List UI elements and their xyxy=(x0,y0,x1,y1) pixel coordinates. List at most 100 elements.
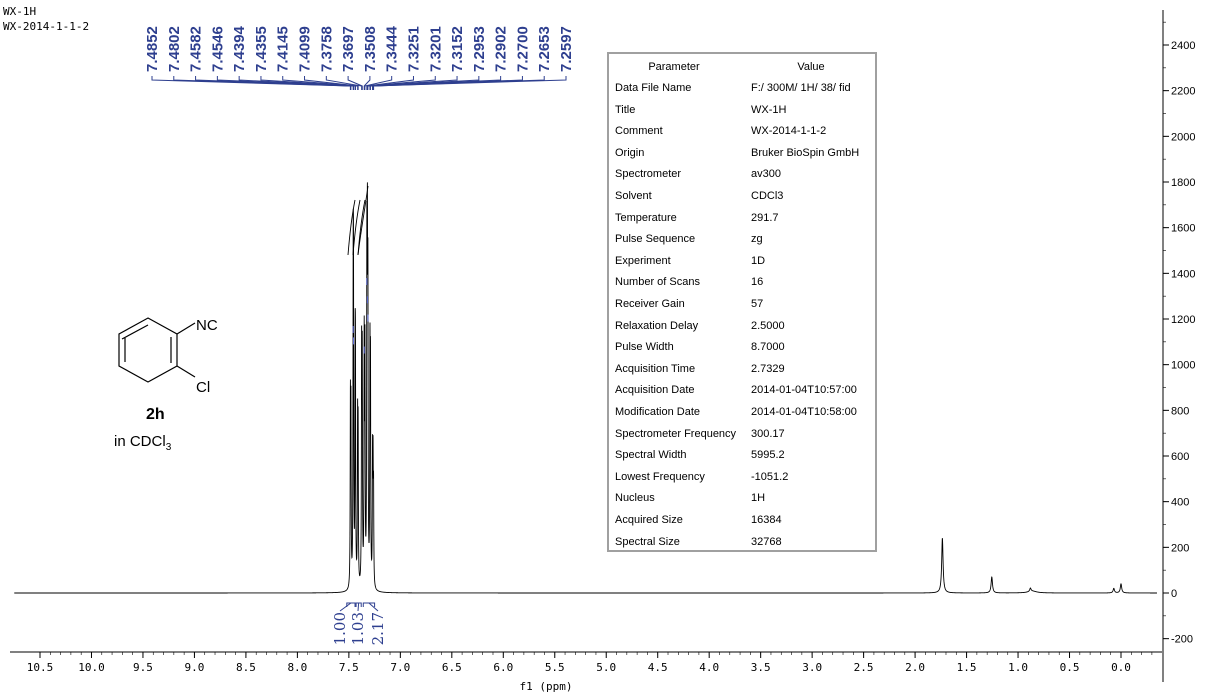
parameter-value: 5995.2 xyxy=(751,449,785,462)
parameter-row: Spectral Size 32768 xyxy=(609,532,875,553)
peak-connector xyxy=(369,76,480,90)
y-tick-label: 600 xyxy=(1171,451,1189,463)
y-tick-label: 2400 xyxy=(1171,40,1195,52)
peak-label: 7.4802 xyxy=(166,26,183,72)
x-tick-label: 4.0 xyxy=(699,661,719,674)
parameter-key: Relaxation Delay xyxy=(615,319,699,332)
parameter-row: Pulse Width 8.7000 xyxy=(609,337,875,358)
axes-group: 10.5 10.0 9.5 9.0 8.5 8.0 7.5 7.0 6.5 6.0 5.5 5.0 4.… xyxy=(10,10,1195,682)
y-tick-label: 2200 xyxy=(1171,86,1195,98)
peak-connector xyxy=(347,76,363,90)
parameter-row: Acquisition Time 2.7329 xyxy=(609,359,875,380)
cl-label: Cl xyxy=(196,379,210,396)
isocyanide-bond xyxy=(176,322,196,335)
peak-label: 7.4852 xyxy=(144,26,161,72)
parameter-key: Data File Name xyxy=(615,82,692,94)
parameter-value: 57 xyxy=(751,298,764,310)
spectrum-group xyxy=(14,182,1157,594)
peak-label: 7.4546 xyxy=(209,26,226,72)
y-tick-label: 1600 xyxy=(1171,223,1195,235)
x-axis-label: f1 (ppm) xyxy=(520,680,573,693)
parameter-key: Title xyxy=(615,103,636,116)
parameter-table-header: Parameter Value xyxy=(609,57,875,78)
y-tick-label: 200 xyxy=(1171,542,1189,554)
molecule-structure: NC Cl xyxy=(118,317,218,396)
chloro-bond xyxy=(176,365,196,378)
peak-connector xyxy=(364,76,393,90)
parameter-row: Receiver Gain 57 xyxy=(609,294,875,315)
parameter-value: 2.5000 xyxy=(751,319,785,332)
peak-connector xyxy=(366,76,414,90)
parameter-value: 291.7 xyxy=(751,211,779,224)
parameter-key: Origin xyxy=(615,146,645,159)
parameter-key: Spectral Width xyxy=(615,449,687,462)
peak-connector xyxy=(363,76,371,90)
x-tick-label: 3.0 xyxy=(802,661,822,674)
parameter-key: Lowest Frequency xyxy=(615,470,705,483)
parameter-row: Title WX-1H xyxy=(609,100,875,121)
x-tick-label: 2.0 xyxy=(905,661,925,674)
integral-value: 1.03 xyxy=(349,612,367,645)
parameter-row: Comment WX-2014-1-1-2 xyxy=(609,121,875,142)
solvent-label: in CDCl3 xyxy=(114,433,171,453)
integral-connector xyxy=(368,602,379,612)
parameter-value: 32768 xyxy=(751,535,782,548)
parameter-value: F:/ 300M/ 1H/ 38/ fid xyxy=(751,82,851,94)
peak-label: 7.4582 xyxy=(188,26,205,72)
parameter-key: Spectral Size xyxy=(615,535,680,548)
y-tick-label: 400 xyxy=(1171,497,1189,509)
x-tick-label: 2.5 xyxy=(854,661,874,674)
x-tick-label: 7.0 xyxy=(390,661,410,674)
x-tick-label: 8.0 xyxy=(287,661,307,674)
x-tick-label: 5.0 xyxy=(596,661,616,674)
y-tick-label: 1000 xyxy=(1171,360,1195,372)
y-tick-label: -200 xyxy=(1171,634,1193,646)
y-tick-label: 1800 xyxy=(1171,177,1195,189)
x-tick-label: 7.5 xyxy=(339,661,359,674)
ring-double-bond xyxy=(121,324,149,340)
parameter-key: Spectrometer xyxy=(615,168,682,181)
y-tick-label: 800 xyxy=(1171,405,1189,417)
parameter-key: Comment xyxy=(615,125,663,138)
peak-label: 7.2597 xyxy=(558,26,575,72)
parameter-row: Acquisition Date 2014-01-04T10:57:00 xyxy=(609,380,875,401)
peak-connector xyxy=(216,76,355,90)
parameter-row: Lowest Frequency -1051.2 xyxy=(609,467,875,488)
parameter-row: Origin Bruker BioSpin GmbH xyxy=(609,143,875,164)
parameter-key: Acquisition Time xyxy=(615,362,696,375)
peak-label: 7.2653 xyxy=(536,26,553,72)
header-title: WX-1H xyxy=(3,5,37,18)
x-tick-label: 8.5 xyxy=(236,661,256,674)
peak-connector xyxy=(373,76,567,90)
peak-connector xyxy=(325,76,363,90)
parameter-key: Experiment xyxy=(615,254,671,267)
x-tick-label: 5.5 xyxy=(545,661,565,674)
peak-label: 7.2700 xyxy=(514,26,531,72)
peak-labels-group: 7.4852 7.4802 7.4582 7.4546 7.4394 7.4355 7.41… xyxy=(144,25,575,90)
x-tick-label: 0.0 xyxy=(1111,661,1131,674)
integral-bracket xyxy=(362,602,376,607)
peak-label: 7.4099 xyxy=(297,26,314,72)
peak-label: 7.4145 xyxy=(275,26,292,72)
integral-connector xyxy=(357,602,360,612)
integral-connector xyxy=(339,602,352,612)
peak-connector xyxy=(367,76,458,90)
parameter-row: Spectrometer Frequency 300.17 xyxy=(609,424,875,445)
parameter-key: Pulse Sequence xyxy=(615,233,696,246)
x-tick-label: 4.5 xyxy=(648,661,668,674)
parameter-value: WX-1H xyxy=(751,103,787,116)
y-tick-label: 2000 xyxy=(1171,131,1195,143)
parameter-row: Experiment 1D xyxy=(609,251,875,272)
x-tick-label: 1.5 xyxy=(957,661,977,674)
integral-value: 1.00 xyxy=(331,612,349,645)
parameter-key: Acquired Size xyxy=(615,514,683,526)
parameter-key: Spectrometer Frequency xyxy=(615,427,737,440)
solvent-subscript: 3 xyxy=(165,442,172,453)
peak-label: 7.3201 xyxy=(427,26,444,72)
parameter-value: WX-2014-1-1-2 xyxy=(751,125,827,138)
x-tick-label: 6.5 xyxy=(442,661,462,674)
parameter-value: Bruker BioSpin GmbH xyxy=(751,146,860,159)
parameter-value: 2.7329 xyxy=(751,362,785,375)
parameter-key: Receiver Gain xyxy=(615,298,685,310)
parameter-row: Modification Date 2014-01-04T10:58:00 xyxy=(609,402,875,423)
